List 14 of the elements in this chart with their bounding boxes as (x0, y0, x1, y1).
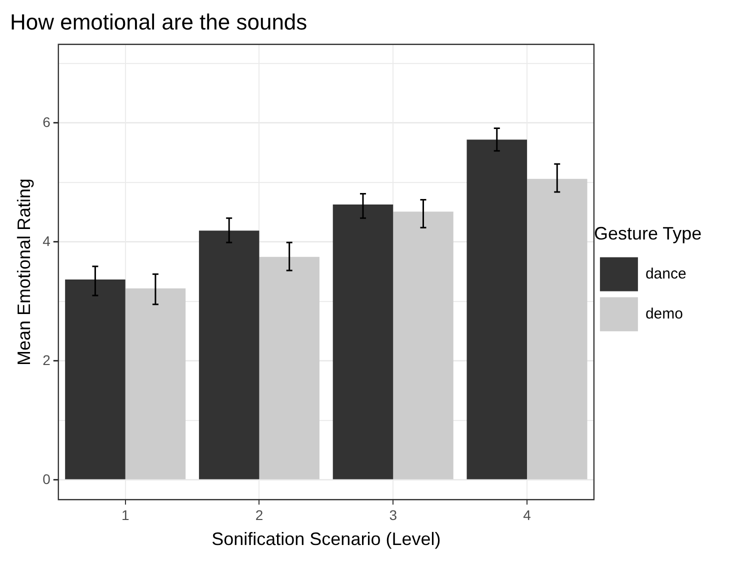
y-axis-title: Mean Emotional Rating (14, 178, 34, 366)
legend-label: demo (645, 305, 683, 322)
chart-title: How emotional are the sounds (10, 9, 308, 34)
x-tick-label: 4 (523, 506, 532, 523)
x-tick-label: 2 (255, 506, 264, 523)
legend-label: dance (645, 265, 686, 282)
x-axis-title: Sonification Scenario (Level) (212, 529, 441, 550)
x-tick-label: 3 (389, 506, 398, 523)
y-tick-label: 2 (42, 352, 51, 368)
y-tick-label: 4 (42, 232, 51, 249)
x-tick-label: 1 (121, 506, 130, 523)
y-tick-label: 0 (42, 470, 51, 487)
legend-title: Gesture Type (594, 224, 702, 244)
y-tick-label: 6 (42, 114, 51, 130)
